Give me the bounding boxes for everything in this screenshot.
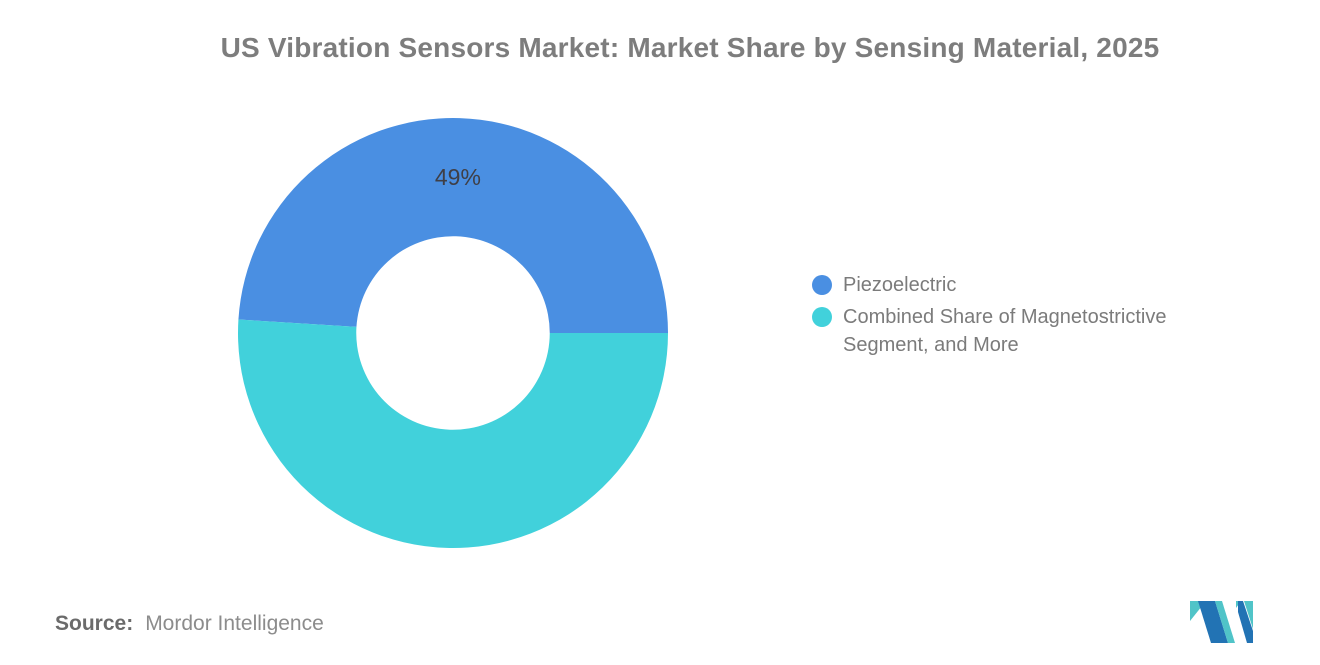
slice-data-label: 49% [435, 164, 481, 190]
legend-label-piezoelectric: Piezoelectric [843, 274, 957, 296]
legend-marker-magnetostrictive [812, 307, 832, 327]
logo-teal-triangle-right [1244, 601, 1253, 629]
logo-blue-band-left [1198, 601, 1228, 643]
mordor-intelligence-logo [1190, 601, 1253, 643]
legend-item-piezoelectric[interactable]: Piezoelectric [812, 271, 1208, 299]
chart-title: US Vibration Sensors Market: Market Shar… [220, 32, 1160, 63]
legend-item-magnetostrictive[interactable]: Combined Share of Magnetostrictive Segme… [812, 303, 1208, 359]
source-note: Source: Mordor Intelligence [55, 612, 324, 636]
source-label: Source: [55, 612, 134, 635]
logo-teal-band-middle [1215, 601, 1235, 643]
legend-marker-piezoelectric [812, 275, 832, 295]
legend: Piezoelectric Combined Share of Magnetos… [812, 271, 1208, 363]
pie-slice-piezoelectric[interactable] [238, 117, 668, 333]
donut-chart: 49% [238, 117, 669, 548]
logo-blue-band-right [1238, 601, 1253, 643]
legend-label-magnetostrictive: Combined Share of Magnetostrictive Segme… [843, 306, 1167, 356]
source-value: Mordor Intelligence [145, 612, 324, 635]
pie-slice-combined-share-of-magnetostrictive-segment-and-more[interactable] [238, 319, 669, 548]
